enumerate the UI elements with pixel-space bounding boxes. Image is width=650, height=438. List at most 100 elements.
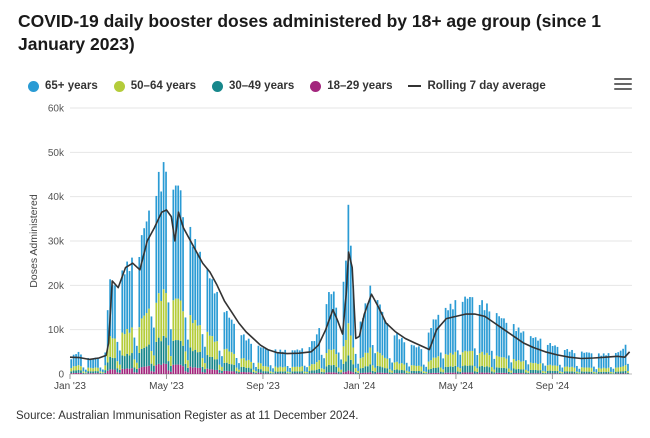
bar-segment xyxy=(505,368,508,373)
bar-segment xyxy=(82,371,85,373)
bar-segment xyxy=(332,349,335,365)
bar-segment xyxy=(145,312,148,347)
bar-segment xyxy=(362,357,364,368)
bar-segment xyxy=(233,323,235,354)
bar-segment xyxy=(427,361,430,370)
hamburger-menu-icon[interactable] xyxy=(614,76,632,92)
bar-segment xyxy=(369,364,372,373)
menu-bar-1 xyxy=(614,78,632,80)
bar-segment xyxy=(199,251,201,326)
bar-segment xyxy=(257,372,260,374)
bar-segment xyxy=(75,354,77,367)
bar-segment xyxy=(418,373,420,374)
bar-segment xyxy=(128,368,131,374)
bar-segment xyxy=(561,367,564,373)
bar-segment xyxy=(184,371,187,374)
bar-segment xyxy=(189,315,192,348)
bar-segment xyxy=(585,367,588,372)
bar-segment xyxy=(614,367,617,372)
bar-segment xyxy=(556,365,559,372)
bar-segment xyxy=(332,372,335,374)
bar-segment xyxy=(269,371,272,374)
bar-segment xyxy=(515,369,517,374)
bar-segment xyxy=(563,350,566,367)
bar-segment xyxy=(106,348,109,363)
bar-segment xyxy=(136,368,138,373)
bar-segment xyxy=(140,349,143,368)
legend-label-65-plus: 65+ years xyxy=(45,80,98,92)
bar-segment xyxy=(551,345,554,366)
bar-segment xyxy=(539,373,542,374)
bar-segment xyxy=(398,363,401,371)
bar-segment xyxy=(405,362,408,371)
bar-segment xyxy=(279,371,282,374)
bar-segment xyxy=(415,371,418,374)
bar-segment xyxy=(136,372,138,374)
bar-segment xyxy=(240,367,243,373)
bar-segment xyxy=(515,331,517,362)
legend-item-rolling-average[interactable]: Rolling 7 day average xyxy=(408,80,546,92)
bar-segment xyxy=(206,331,209,356)
bar-segment xyxy=(542,370,544,373)
bar-segment xyxy=(405,370,408,373)
bar-segment xyxy=(563,366,566,372)
bar-segment xyxy=(177,185,180,299)
bar-segment xyxy=(194,239,197,321)
bar-segment xyxy=(138,368,141,374)
bar-segment xyxy=(311,373,313,374)
bar-segment xyxy=(430,360,432,369)
bar-segment xyxy=(420,373,423,374)
bar-segment xyxy=(546,370,549,374)
bar-segment xyxy=(111,338,114,358)
bar-segment xyxy=(196,325,199,353)
bar-segment xyxy=(126,261,128,330)
legend-dot-65-plus xyxy=(28,80,39,92)
bar-segment xyxy=(238,372,240,374)
bar-segment xyxy=(366,303,369,353)
legend-item-65-plus[interactable]: 65+ years xyxy=(28,80,98,92)
bar-segment xyxy=(194,320,197,350)
bar-segment xyxy=(627,363,629,371)
bar-segment xyxy=(269,365,272,372)
bar-segment xyxy=(318,360,321,369)
bar-segment xyxy=(478,372,481,374)
bar-segment xyxy=(167,302,170,346)
bar-segment xyxy=(576,371,578,374)
bar-segment xyxy=(177,364,180,374)
bar-segment xyxy=(101,373,104,374)
bar-segment xyxy=(165,363,167,374)
bar-segment xyxy=(179,190,182,301)
legend-item-30-49[interactable]: 30–49 years xyxy=(212,80,294,92)
legend-item-18-29[interactable]: 18–29 years xyxy=(310,80,392,92)
bar-segment xyxy=(481,372,483,374)
bar-segment xyxy=(235,371,238,374)
bar-segment xyxy=(607,367,610,372)
bar-segment xyxy=(80,373,82,374)
bar-segment xyxy=(252,373,255,374)
legend-item-50-64[interactable]: 50–64 years xyxy=(113,80,196,92)
bar-segment xyxy=(527,372,530,374)
bar-segment xyxy=(204,363,206,370)
bar-segment xyxy=(383,368,386,373)
bar-segment xyxy=(595,369,598,373)
bar-segment xyxy=(184,351,187,364)
bar-segment xyxy=(335,366,338,373)
bar-segment xyxy=(245,340,248,361)
bar-segment xyxy=(490,371,493,374)
bar-segment xyxy=(133,367,136,373)
bar-segment xyxy=(320,368,323,372)
bar-segment xyxy=(452,372,454,374)
bar-segment xyxy=(143,315,146,348)
bar-segment xyxy=(483,372,486,374)
bar-segment xyxy=(123,274,126,335)
chart-plot-area: 0 10k 20k 30k 40k 50k 60k Doses Administered Jan… xyxy=(28,104,632,392)
bar-segment xyxy=(413,373,415,374)
bar-segment xyxy=(145,221,148,313)
bar-segment xyxy=(257,345,260,363)
bar-segment xyxy=(167,370,170,374)
bar-segment xyxy=(549,370,552,374)
bar-segment xyxy=(554,345,556,366)
bar-segment xyxy=(600,355,603,369)
legend-label-18-29: 18–29 years xyxy=(327,80,393,92)
bar-segment xyxy=(602,371,605,374)
